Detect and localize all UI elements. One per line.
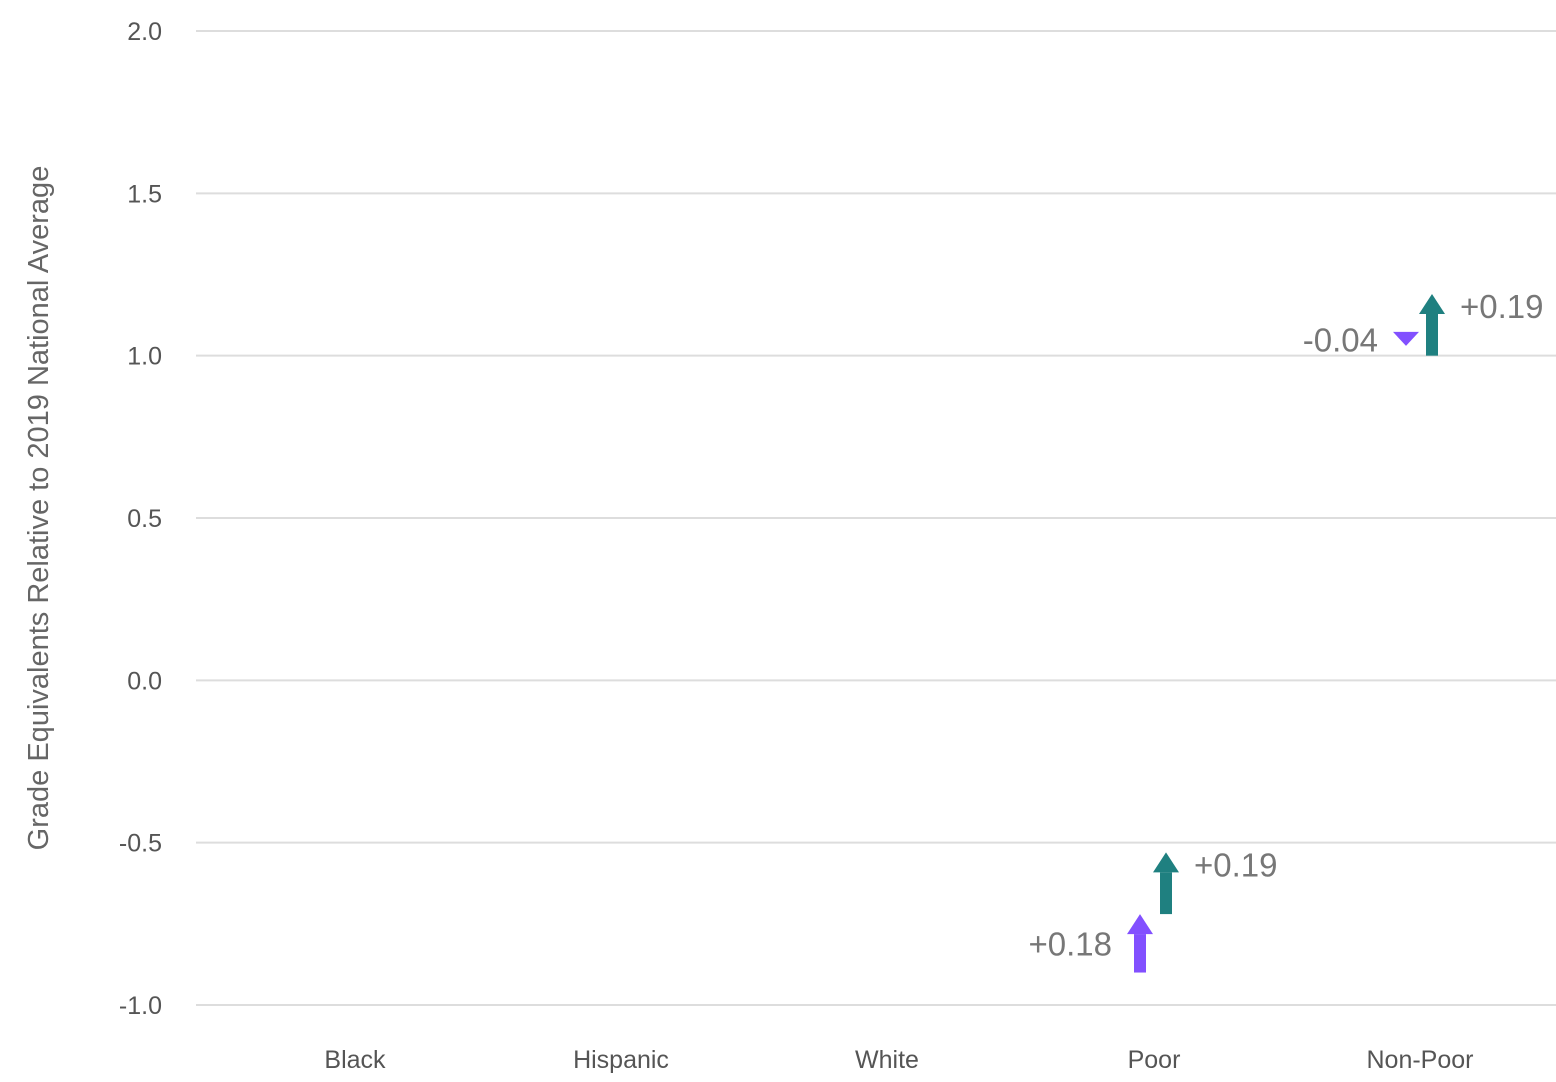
arrow-mark — [1127, 914, 1153, 973]
arrow-head — [1153, 852, 1179, 873]
x-tick-label: Poor — [1128, 1046, 1181, 1074]
data-label: +0.18 — [1029, 925, 1113, 962]
x-axis-ticks: Black Hispanic White Poor Non-Poor — [324, 1046, 1473, 1074]
y-axis-ticks: 2.0 1.5 1.0 0.5 0.0 -0.5 -1.0 — [119, 18, 162, 1020]
y-tick-label: 1.0 — [127, 343, 162, 371]
arrow-mark — [1393, 331, 1419, 346]
y-tick-label: 2.0 — [127, 18, 162, 46]
y-tick-label: -1.0 — [119, 992, 162, 1020]
arrow-head — [1127, 914, 1153, 935]
arrow-head — [1419, 293, 1445, 314]
data-label: +0.19 — [1194, 846, 1278, 883]
arrow-shaft — [1134, 934, 1146, 973]
x-tick-label: Hispanic — [573, 1046, 669, 1074]
y-axis-title: Grade Equivalents Relative to 2019 Natio… — [23, 166, 55, 851]
arrow-marks — [1127, 293, 1445, 973]
x-tick-label: Non-Poor — [1367, 1046, 1474, 1074]
gridlines — [196, 30, 1556, 1006]
data-labels: +0.18 -0.04 +0.19 +0.19 — [1029, 288, 1544, 962]
arrow-head — [1393, 331, 1419, 346]
x-tick-label: Black — [324, 1046, 386, 1074]
arrow-mark — [1419, 293, 1445, 356]
y-tick-label: 0.0 — [127, 667, 162, 695]
arrow-shaft — [1426, 313, 1438, 356]
y-tick-label: -0.5 — [119, 830, 162, 858]
x-tick-label: White — [855, 1046, 919, 1074]
y-tick-label: 0.5 — [127, 505, 162, 533]
arrow-shaft — [1160, 872, 1172, 915]
y-tick-label: 1.5 — [127, 180, 162, 208]
arrow-mark — [1153, 852, 1179, 915]
data-label: +0.19 — [1460, 288, 1544, 325]
data-label: -0.04 — [1303, 321, 1378, 358]
